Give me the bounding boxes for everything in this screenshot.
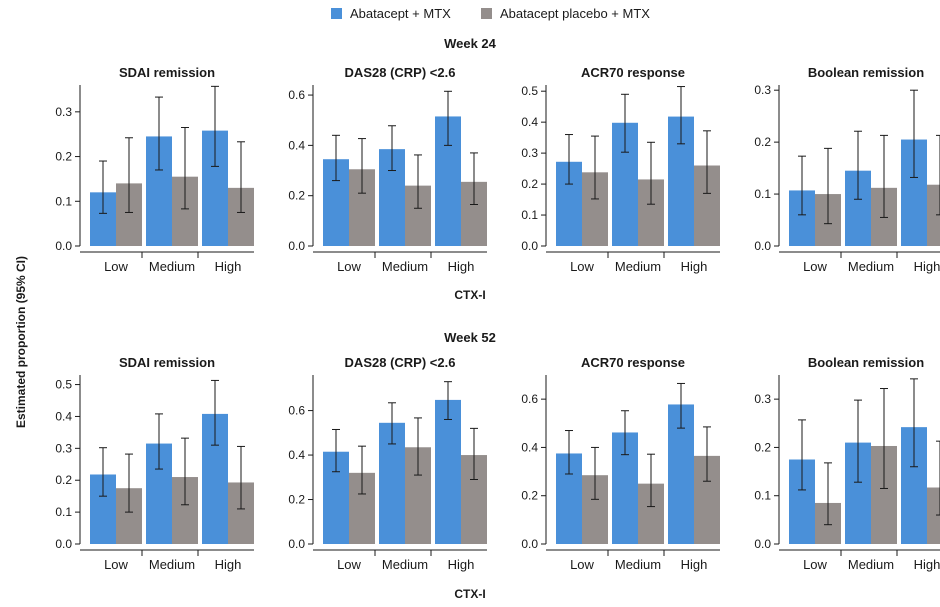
y-tick-label: 0.6 bbox=[288, 404, 305, 418]
x-category-label: High bbox=[215, 557, 242, 572]
y-tick-label: 0.2 bbox=[521, 489, 538, 503]
bar-abatacept-high bbox=[435, 399, 461, 544]
x-category-label: Medium bbox=[848, 557, 894, 572]
legend-item-placebo: Abatacept placebo + MTX bbox=[481, 6, 650, 21]
legend-swatch-placebo bbox=[481, 8, 492, 19]
bar-placebo-high bbox=[927, 487, 940, 544]
y-tick-label: 0.0 bbox=[288, 537, 305, 551]
legend-label-placebo: Abatacept placebo + MTX bbox=[500, 6, 650, 21]
y-tick-label: 0.6 bbox=[288, 88, 305, 102]
panel-w52-3: ACR70 response 0.0 0.2 0.4 0.6 Low Medium High bbox=[521, 355, 720, 572]
x-category-label: Medium bbox=[382, 557, 428, 572]
y-tick-label: 0.0 bbox=[55, 239, 72, 253]
y-tick-label: 0.1 bbox=[55, 194, 72, 208]
y-tick-label: 0.4 bbox=[288, 138, 305, 152]
x-category-label: Low bbox=[570, 557, 594, 572]
y-tick-label: 0.3 bbox=[55, 105, 72, 119]
y-tick-label: 0.0 bbox=[521, 239, 538, 253]
y-tick-label: 0.6 bbox=[521, 392, 538, 406]
x-category-label: Low bbox=[803, 557, 827, 572]
y-tick-label: 0.3 bbox=[754, 83, 771, 97]
y-tick-label: 0.1 bbox=[55, 505, 72, 519]
x-axis-title-week-52: CTX-I bbox=[454, 587, 486, 601]
x-category-label: Low bbox=[104, 259, 128, 274]
y-tick-label: 0.4 bbox=[521, 440, 538, 454]
panel-title: Boolean remission bbox=[808, 65, 924, 80]
legend-label-abatacept: Abatacept + MTX bbox=[350, 6, 451, 21]
y-tick-label: 0.0 bbox=[754, 537, 771, 551]
y-tick-label: 0.1 bbox=[521, 208, 538, 222]
y-tick-label: 0.4 bbox=[521, 115, 538, 129]
y-tick-label: 0.2 bbox=[754, 135, 771, 149]
legend-swatch-abatacept bbox=[331, 8, 342, 19]
x-category-label: Medium bbox=[149, 259, 195, 274]
panel-w24-4: Boolean remission 0.0 0.1 0.2 0.3 Low Medium Hi… bbox=[754, 65, 940, 274]
panel-w24-1: SDAI remission 0.0 0.1 0.2 0.3 Low Medium High bbox=[55, 65, 254, 274]
x-category-label: High bbox=[448, 259, 475, 274]
y-tick-label: 0.0 bbox=[754, 239, 771, 253]
x-axis-title-week-24: CTX-I bbox=[454, 288, 486, 302]
x-category-label: Medium bbox=[615, 557, 661, 572]
x-category-label: High bbox=[681, 557, 708, 572]
y-tick-label: 0.2 bbox=[55, 473, 72, 487]
y-tick-label: 0.4 bbox=[55, 409, 72, 423]
x-category-label: Low bbox=[337, 557, 361, 572]
panel-title: ACR70 response bbox=[581, 355, 685, 370]
panel-w52-1: SDAI remission 0.0 0.1 0.2 0.3 0.4 0.5 Low Mediu… bbox=[55, 355, 254, 572]
bar-placebo-high bbox=[927, 184, 940, 246]
y-tick-label: 0.3 bbox=[521, 146, 538, 160]
y-tick-label: 0.2 bbox=[288, 493, 305, 507]
x-category-label: Low bbox=[104, 557, 128, 572]
x-category-label: Medium bbox=[615, 259, 661, 274]
y-tick-label: 0.2 bbox=[754, 440, 771, 454]
x-category-label: High bbox=[448, 557, 475, 572]
y-tick-label: 0.4 bbox=[288, 448, 305, 462]
y-tick-label: 0.1 bbox=[754, 489, 771, 503]
y-tick-label: 0.1 bbox=[754, 187, 771, 201]
panel-w24-2: DAS28 (CRP) <2.6 0.0 0.2 0.4 0.6 Low Medium Hig… bbox=[288, 65, 487, 274]
y-tick-label: 0.5 bbox=[55, 378, 72, 392]
panel-title: DAS28 (CRP) <2.6 bbox=[345, 65, 456, 80]
panel-title: ACR70 response bbox=[581, 65, 685, 80]
y-tick-label: 0.2 bbox=[288, 189, 305, 203]
panel-title: SDAI remission bbox=[119, 355, 215, 370]
x-category-label: High bbox=[681, 259, 708, 274]
y-tick-label: 0.5 bbox=[521, 84, 538, 98]
panel-w24-3: ACR70 response 0.0 0.1 0.2 0.3 0.4 0.5 Low Mediu… bbox=[521, 65, 720, 274]
y-tick-label: 0.0 bbox=[288, 239, 305, 253]
panel-w52-4: Boolean remission 0.0 0.1 0.2 0.3 Low Medium Hi… bbox=[754, 355, 940, 572]
panel-title: Boolean remission bbox=[808, 355, 924, 370]
y-tick-label: 0.3 bbox=[55, 441, 72, 455]
panel-title: SDAI remission bbox=[119, 65, 215, 80]
y-tick-label: 0.0 bbox=[521, 537, 538, 551]
x-category-label: Medium bbox=[848, 259, 894, 274]
y-tick-label: 0.3 bbox=[754, 392, 771, 406]
y-tick-label: 0.0 bbox=[55, 537, 72, 551]
x-category-label: Medium bbox=[382, 259, 428, 274]
panel-w52-2: DAS28 (CRP) <2.6 0.0 0.2 0.4 0.6 Low Medium Hig… bbox=[288, 355, 487, 572]
x-category-label: Low bbox=[337, 259, 361, 274]
x-category-label: Medium bbox=[149, 557, 195, 572]
legend-item-abatacept: Abatacept + MTX bbox=[331, 6, 451, 21]
week-52-title: Week 52 bbox=[444, 330, 496, 345]
x-category-label: High bbox=[914, 259, 940, 274]
y-tick-label: 0.2 bbox=[521, 177, 538, 191]
week-24-title: Week 24 bbox=[444, 36, 496, 51]
x-category-label: High bbox=[215, 259, 242, 274]
chart-legend: Abatacept + MTX Abatacept placebo + MTX bbox=[0, 6, 940, 26]
x-category-label: Low bbox=[570, 259, 594, 274]
panel-title: DAS28 (CRP) <2.6 bbox=[345, 355, 456, 370]
x-category-label: High bbox=[914, 557, 940, 572]
x-category-label: Low bbox=[803, 259, 827, 274]
y-tick-label: 0.2 bbox=[55, 150, 72, 164]
